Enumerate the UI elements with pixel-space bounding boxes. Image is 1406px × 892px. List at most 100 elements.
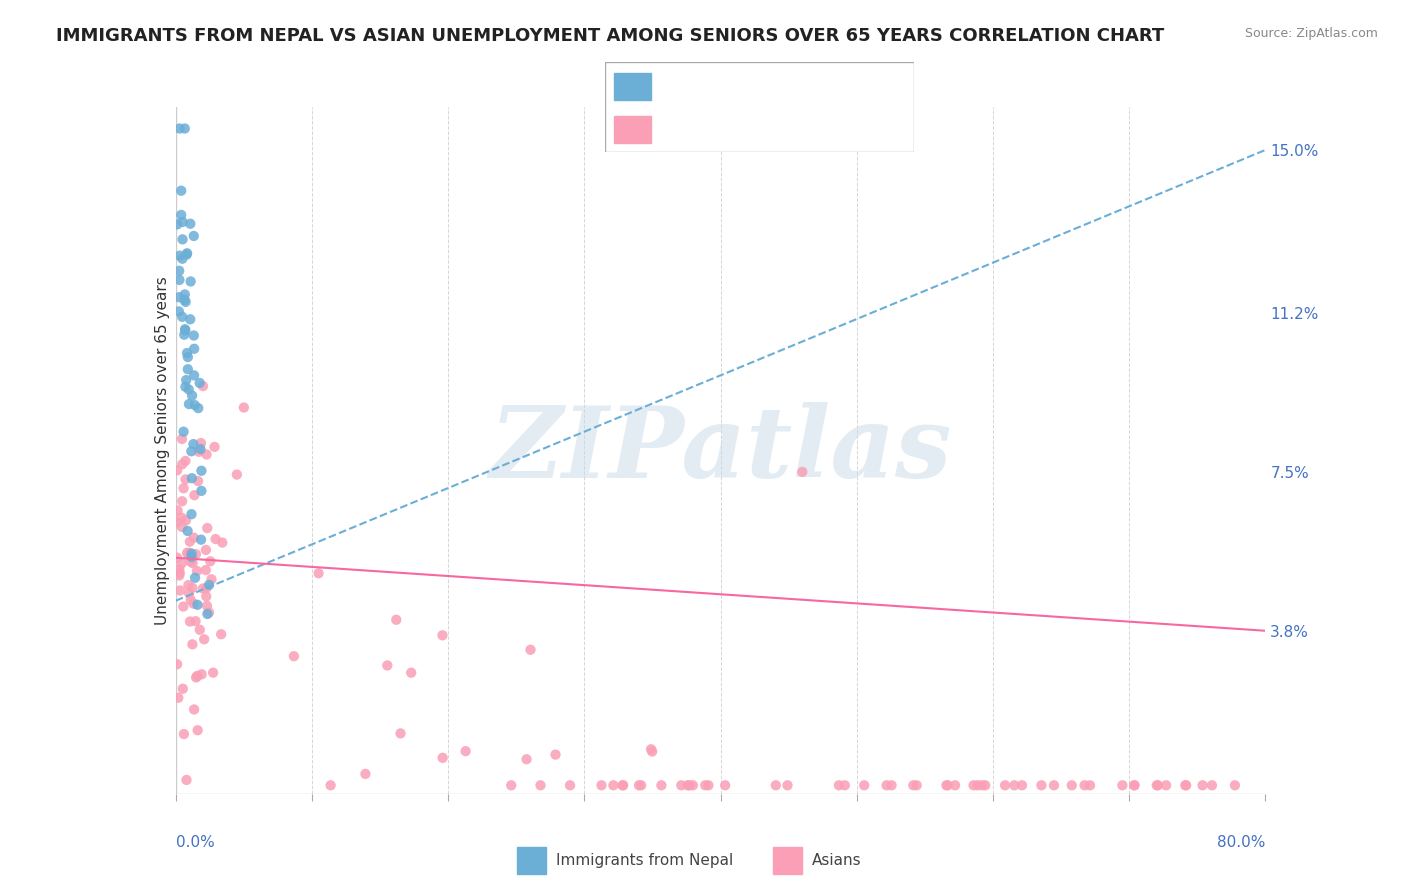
Point xyxy=(612,778,634,792)
Point xyxy=(191,379,214,393)
Point xyxy=(179,534,201,549)
Point xyxy=(200,572,222,586)
Text: N =  56: N = 56 xyxy=(790,79,853,94)
Point xyxy=(184,614,207,628)
Bar xyxy=(614,116,651,143)
Point xyxy=(190,483,212,498)
Point xyxy=(190,464,212,478)
Point xyxy=(169,249,191,263)
Point xyxy=(174,373,197,387)
Point xyxy=(501,778,523,792)
Point xyxy=(776,778,799,792)
Point xyxy=(166,516,188,530)
Point xyxy=(880,778,903,792)
Point xyxy=(179,547,201,561)
Point xyxy=(529,778,551,792)
Point xyxy=(765,778,787,792)
Point xyxy=(174,324,197,338)
Point xyxy=(169,563,191,577)
Point xyxy=(970,778,993,792)
Point xyxy=(627,778,650,792)
Point xyxy=(179,546,201,560)
Point xyxy=(184,670,207,684)
Point xyxy=(1111,778,1133,792)
Point xyxy=(177,383,200,397)
Point xyxy=(177,350,200,364)
Point xyxy=(935,778,957,792)
Point xyxy=(432,628,454,642)
Point xyxy=(170,510,193,524)
Point xyxy=(166,657,188,672)
Point xyxy=(190,533,212,547)
Point xyxy=(354,767,377,781)
Point xyxy=(198,578,221,592)
Point xyxy=(516,752,538,766)
Point xyxy=(166,550,188,565)
Text: R = -0.194: R = -0.194 xyxy=(657,122,740,136)
Point xyxy=(188,623,211,637)
Point xyxy=(181,581,204,595)
Point xyxy=(792,465,814,479)
Point xyxy=(903,778,925,792)
Point xyxy=(828,778,851,792)
Point xyxy=(173,481,195,495)
Point xyxy=(183,597,205,611)
Point xyxy=(184,571,207,585)
Point xyxy=(180,593,202,607)
Point xyxy=(1154,778,1177,792)
Point xyxy=(172,252,194,266)
Point xyxy=(232,401,254,415)
Text: R =  0.107: R = 0.107 xyxy=(657,79,738,94)
Point xyxy=(167,568,190,582)
Point xyxy=(180,547,202,561)
Point xyxy=(195,599,218,613)
Point xyxy=(169,121,191,136)
Point xyxy=(180,444,202,458)
Point xyxy=(181,637,204,651)
Point xyxy=(936,778,959,792)
Point xyxy=(180,275,202,289)
Point xyxy=(204,532,226,546)
Point xyxy=(389,726,412,740)
Point xyxy=(180,549,202,564)
Point xyxy=(195,607,218,621)
Point xyxy=(650,778,672,792)
Point xyxy=(176,546,198,560)
Text: IMMIGRANTS FROM NEPAL VS ASIAN UNEMPLOYMENT AMONG SENIORS OVER 65 YEARS CORRELAT: IMMIGRANTS FROM NEPAL VS ASIAN UNEMPLOYM… xyxy=(56,27,1164,45)
Point xyxy=(1174,778,1197,792)
Point xyxy=(186,598,208,612)
Point xyxy=(174,294,197,309)
Point xyxy=(682,778,704,792)
Point xyxy=(179,615,201,629)
Point xyxy=(180,507,202,521)
Point xyxy=(172,215,194,229)
Point xyxy=(170,557,193,571)
Point xyxy=(1147,778,1170,792)
Point xyxy=(195,581,218,595)
Point xyxy=(193,632,215,647)
Text: ZIPatlas: ZIPatlas xyxy=(489,402,952,499)
Point xyxy=(183,437,205,451)
Point xyxy=(385,613,408,627)
Point xyxy=(186,564,208,578)
Point xyxy=(209,627,232,641)
Point xyxy=(172,494,194,508)
Point xyxy=(190,442,212,456)
Point xyxy=(544,747,567,762)
Point xyxy=(204,440,226,454)
Point xyxy=(173,425,195,439)
Point xyxy=(183,398,205,412)
Point xyxy=(200,554,222,568)
Text: 0.0%: 0.0% xyxy=(176,835,215,850)
Point xyxy=(630,778,652,792)
Point xyxy=(173,287,195,301)
Point xyxy=(169,566,191,581)
Point xyxy=(1011,778,1033,792)
Point xyxy=(1078,778,1101,792)
Point xyxy=(179,554,201,568)
Point xyxy=(188,376,211,390)
Point xyxy=(602,778,624,792)
Point xyxy=(173,727,195,741)
Point xyxy=(671,778,693,792)
Point xyxy=(169,273,191,287)
